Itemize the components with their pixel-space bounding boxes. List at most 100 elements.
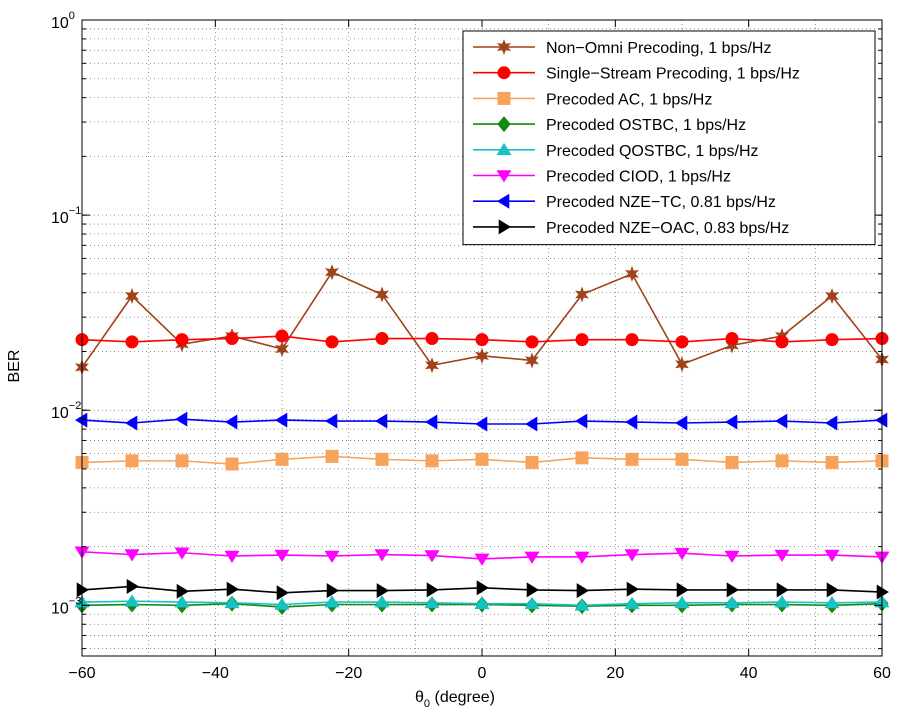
data-point (275, 452, 289, 466)
data-point (626, 581, 639, 597)
data-point (497, 91, 511, 105)
data-point (775, 335, 789, 349)
data-point (325, 264, 339, 281)
data-point (876, 584, 889, 600)
data-point (498, 219, 511, 235)
data-point (675, 452, 689, 466)
data-point (775, 454, 789, 468)
data-point (274, 597, 290, 610)
data-point (575, 286, 589, 303)
data-point (725, 332, 739, 346)
legend-entry: Single−Stream Precoding, 1 bps/Hz (473, 66, 800, 83)
data-point (676, 582, 689, 598)
data-point (275, 340, 289, 358)
data-point (224, 550, 240, 563)
data-point (525, 455, 539, 469)
data-point (725, 455, 739, 469)
data-point (125, 335, 139, 349)
data-point (424, 550, 440, 563)
data-point (575, 413, 588, 429)
y-tick-label: 100 (51, 10, 75, 32)
data-point (475, 347, 489, 364)
data-point (426, 582, 439, 598)
data-point (376, 583, 389, 599)
data-point (625, 333, 639, 347)
series-1 (75, 329, 889, 349)
data-point (825, 287, 839, 305)
data-point (475, 416, 488, 432)
data-point (476, 580, 489, 596)
data-point (174, 547, 190, 560)
data-point (175, 333, 189, 347)
data-point (325, 449, 339, 463)
y-tick-label: 10−1 (51, 205, 81, 227)
x-tick-label: −20 (335, 665, 362, 682)
data-point (424, 595, 440, 609)
data-point (525, 352, 539, 369)
data-point (496, 170, 512, 183)
series-6 (75, 411, 888, 432)
data-point (824, 595, 840, 609)
data-point (574, 598, 590, 611)
data-point (125, 287, 139, 305)
data-point (276, 585, 289, 601)
data-point (724, 595, 740, 609)
x-axis-label-unit: (degree) (430, 689, 495, 706)
x-tick-label: −40 (202, 665, 229, 682)
legend-entry: Precoded AC, 1 bps/Hz (473, 91, 712, 108)
data-point (825, 333, 839, 347)
legend-entry: Precoded OSTBC, 1 bps/Hz (473, 116, 746, 134)
data-point (225, 414, 238, 430)
series-layer (74, 264, 890, 616)
data-point (726, 582, 739, 598)
x-tick-label: −60 (68, 665, 95, 682)
data-point (224, 595, 240, 609)
data-point (576, 583, 589, 599)
legend-entry: Precoded CIOD, 1 bps/Hz (473, 169, 731, 186)
data-point (324, 550, 340, 563)
data-point (575, 451, 589, 465)
legend-entry: Precoded NZE−OAC, 0.83 bps/Hz (473, 219, 789, 237)
legend-entry: Precoded QOSTBC, 1 bps/Hz (473, 143, 759, 160)
data-point (125, 415, 138, 431)
data-point (374, 595, 390, 608)
data-point (524, 551, 540, 564)
legend-label: Precoded NZE−OAC, 0.83 bps/Hz (546, 220, 789, 237)
x-axis-label-subscript: 0 (424, 698, 430, 710)
series-2 (75, 449, 889, 471)
data-point (825, 415, 838, 431)
data-point (425, 332, 439, 346)
data-point (375, 413, 388, 429)
data-point (725, 414, 738, 430)
data-point (526, 582, 539, 598)
data-point (774, 549, 790, 563)
legend-entry: Non−Omni Precoding, 1 bps/Hz (473, 38, 771, 57)
data-point (625, 452, 639, 466)
data-point (774, 595, 790, 608)
data-point (175, 454, 189, 468)
legend-label: Precoded AC, 1 bps/Hz (546, 91, 712, 108)
legend-label: Single−Stream Precoding, 1 bps/Hz (546, 66, 800, 83)
data-point (496, 142, 512, 156)
data-point (375, 332, 389, 346)
data-point (275, 329, 289, 343)
tick-labels: −60 −40 −20 0 20 40 60 100 10−1 10−2 10−3 (51, 10, 891, 682)
data-point (176, 583, 189, 599)
legend-entry: Precoded NZE−TC, 0.81 bps/Hz (473, 193, 776, 211)
data-point (624, 549, 640, 562)
data-point (497, 193, 510, 209)
data-point (826, 582, 839, 598)
data-point (775, 413, 788, 429)
x-tick-label: 40 (740, 665, 758, 682)
data-point (124, 594, 140, 607)
data-point (675, 356, 689, 373)
legend-label: Precoded OSTBC, 1 bps/Hz (546, 117, 746, 134)
data-point (674, 547, 690, 561)
data-point (475, 333, 489, 347)
data-point (875, 412, 888, 428)
data-point (375, 286, 389, 303)
data-point (625, 414, 638, 430)
data-point (625, 265, 639, 282)
data-point (375, 452, 389, 466)
